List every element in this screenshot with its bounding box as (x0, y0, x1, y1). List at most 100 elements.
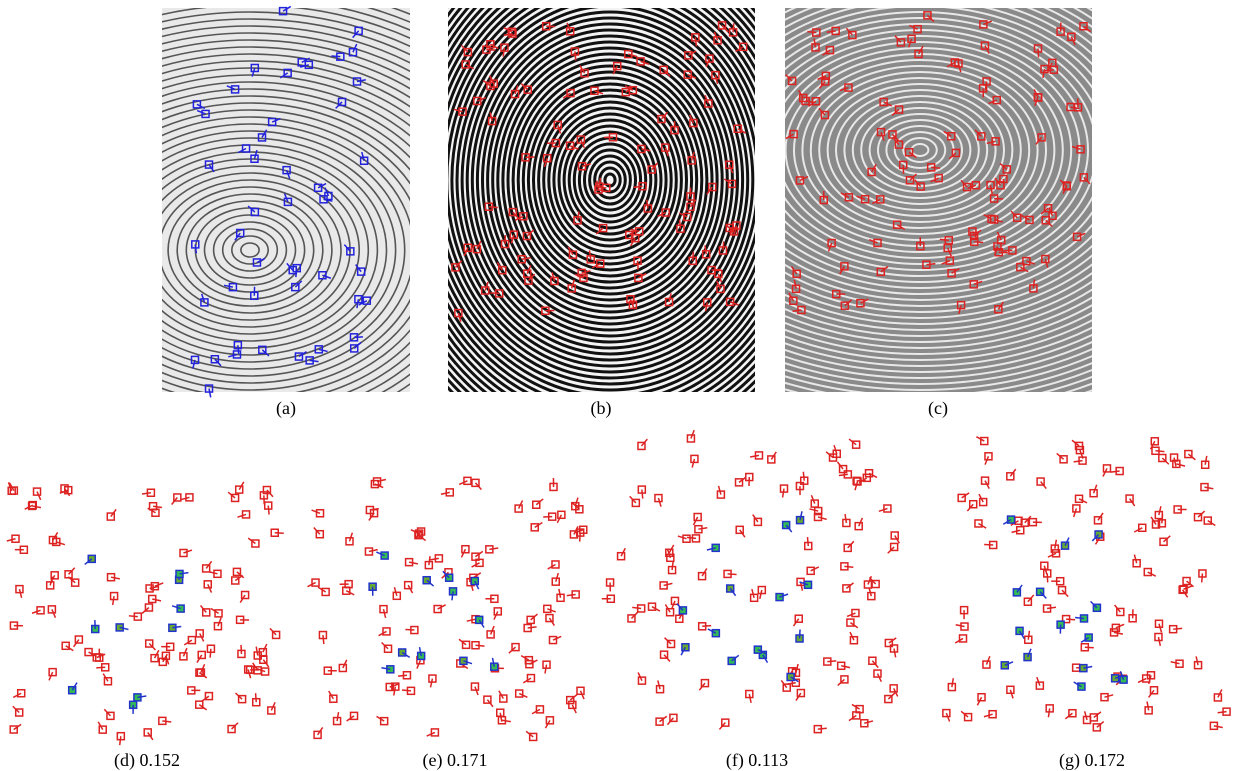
minutia-direction (939, 238, 949, 242)
ridge (910, 143, 930, 157)
ridge (552, 112, 668, 248)
minutia-direction (237, 147, 247, 154)
ridge (562, 124, 658, 236)
minutia-direction (369, 507, 379, 511)
minutia-direction (266, 489, 274, 498)
minutia-direction (660, 111, 668, 120)
minutia-direction (1042, 68, 1046, 79)
minutia (567, 284, 576, 293)
ridge (448, 8, 755, 386)
minutia-direction (518, 692, 528, 699)
minutia-direction (691, 251, 695, 261)
minutia-direction (180, 496, 190, 501)
minutia-direction (1090, 600, 1098, 609)
ridge (162, 158, 370, 342)
minutia-direction (770, 451, 777, 460)
ridge (860, 107, 980, 193)
minutia (813, 512, 823, 522)
minutia (70, 578, 80, 587)
minutia (514, 504, 523, 513)
minutia (905, 176, 915, 185)
minutia (64, 570, 73, 579)
minutia-direction (1147, 689, 1155, 698)
minutia (1074, 494, 1084, 504)
minutia (315, 509, 325, 518)
minutia-direction (808, 100, 817, 107)
minutia (313, 183, 323, 193)
minutia-direction (512, 211, 520, 220)
minutia (526, 673, 536, 683)
minutia-direction (714, 74, 719, 85)
minutia (480, 286, 490, 295)
minutia-direction (817, 727, 827, 730)
minutia-direction (247, 537, 256, 545)
minutia-direction (530, 613, 538, 621)
minutia (472, 244, 482, 254)
minutia-direction (440, 491, 450, 496)
minutia-direction (733, 225, 738, 235)
minutia (963, 712, 973, 722)
ridge (162, 137, 397, 363)
minutia-direction (892, 137, 900, 146)
minutia (542, 153, 552, 163)
minutia-direction (1056, 452, 1065, 460)
minutia-direction (1096, 720, 1105, 728)
minutia-direction (1066, 618, 1076, 621)
minutia-direction (797, 89, 804, 99)
minutia-direction (457, 312, 462, 322)
minutia-direction (1092, 484, 1098, 494)
minutia-direction (1114, 674, 1124, 680)
minutia-direction (196, 654, 203, 663)
minutia-direction (620, 547, 626, 557)
minutia-direction (651, 162, 659, 171)
minutia-direction (547, 608, 557, 613)
minutia (291, 282, 300, 292)
minutia (196, 668, 206, 677)
minutia (473, 96, 482, 106)
ridge (460, 8, 755, 356)
minutia (294, 352, 304, 361)
minutia-direction (267, 505, 270, 515)
minutia (1037, 133, 1046, 142)
minutia-direction (1044, 258, 1049, 268)
minutia (318, 271, 327, 280)
minutia-direction (1078, 498, 1088, 504)
minutia-direction (790, 266, 798, 275)
minutia-direction (984, 45, 990, 54)
minutia-direction (704, 302, 708, 312)
minutia (1116, 607, 1125, 617)
minutia-direction (237, 345, 240, 355)
minutia-direction (1002, 518, 1012, 525)
minutia (568, 250, 578, 259)
minutia-direction (638, 272, 647, 279)
minutia-direction (342, 659, 348, 669)
minutia (713, 36, 722, 45)
minutia-direction (1064, 712, 1073, 720)
minutia-direction (1133, 527, 1143, 533)
minutia (92, 653, 102, 662)
minutia (827, 238, 836, 248)
minutia-direction (503, 26, 513, 33)
minutia (179, 548, 188, 558)
ridge (162, 179, 342, 321)
minutia (1048, 211, 1057, 221)
minutia-direction (128, 615, 138, 618)
minutia-direction (458, 480, 468, 486)
minutia (659, 581, 668, 590)
minutia-direction (171, 605, 181, 610)
minutia-direction (223, 284, 234, 288)
minutia (682, 534, 691, 543)
minutia (1184, 449, 1193, 459)
ridge (450, 8, 755, 368)
ridge (785, 8, 1092, 307)
minutia (864, 468, 874, 478)
minutia-direction (389, 683, 399, 688)
minutia-direction (231, 722, 239, 730)
ridge (231, 235, 270, 265)
minutia (798, 93, 808, 103)
minutia-direction (429, 557, 440, 561)
minutia-direction (1163, 535, 1171, 543)
minutia (213, 569, 222, 579)
minutia-direction (984, 456, 990, 465)
minutia (1012, 213, 1022, 222)
